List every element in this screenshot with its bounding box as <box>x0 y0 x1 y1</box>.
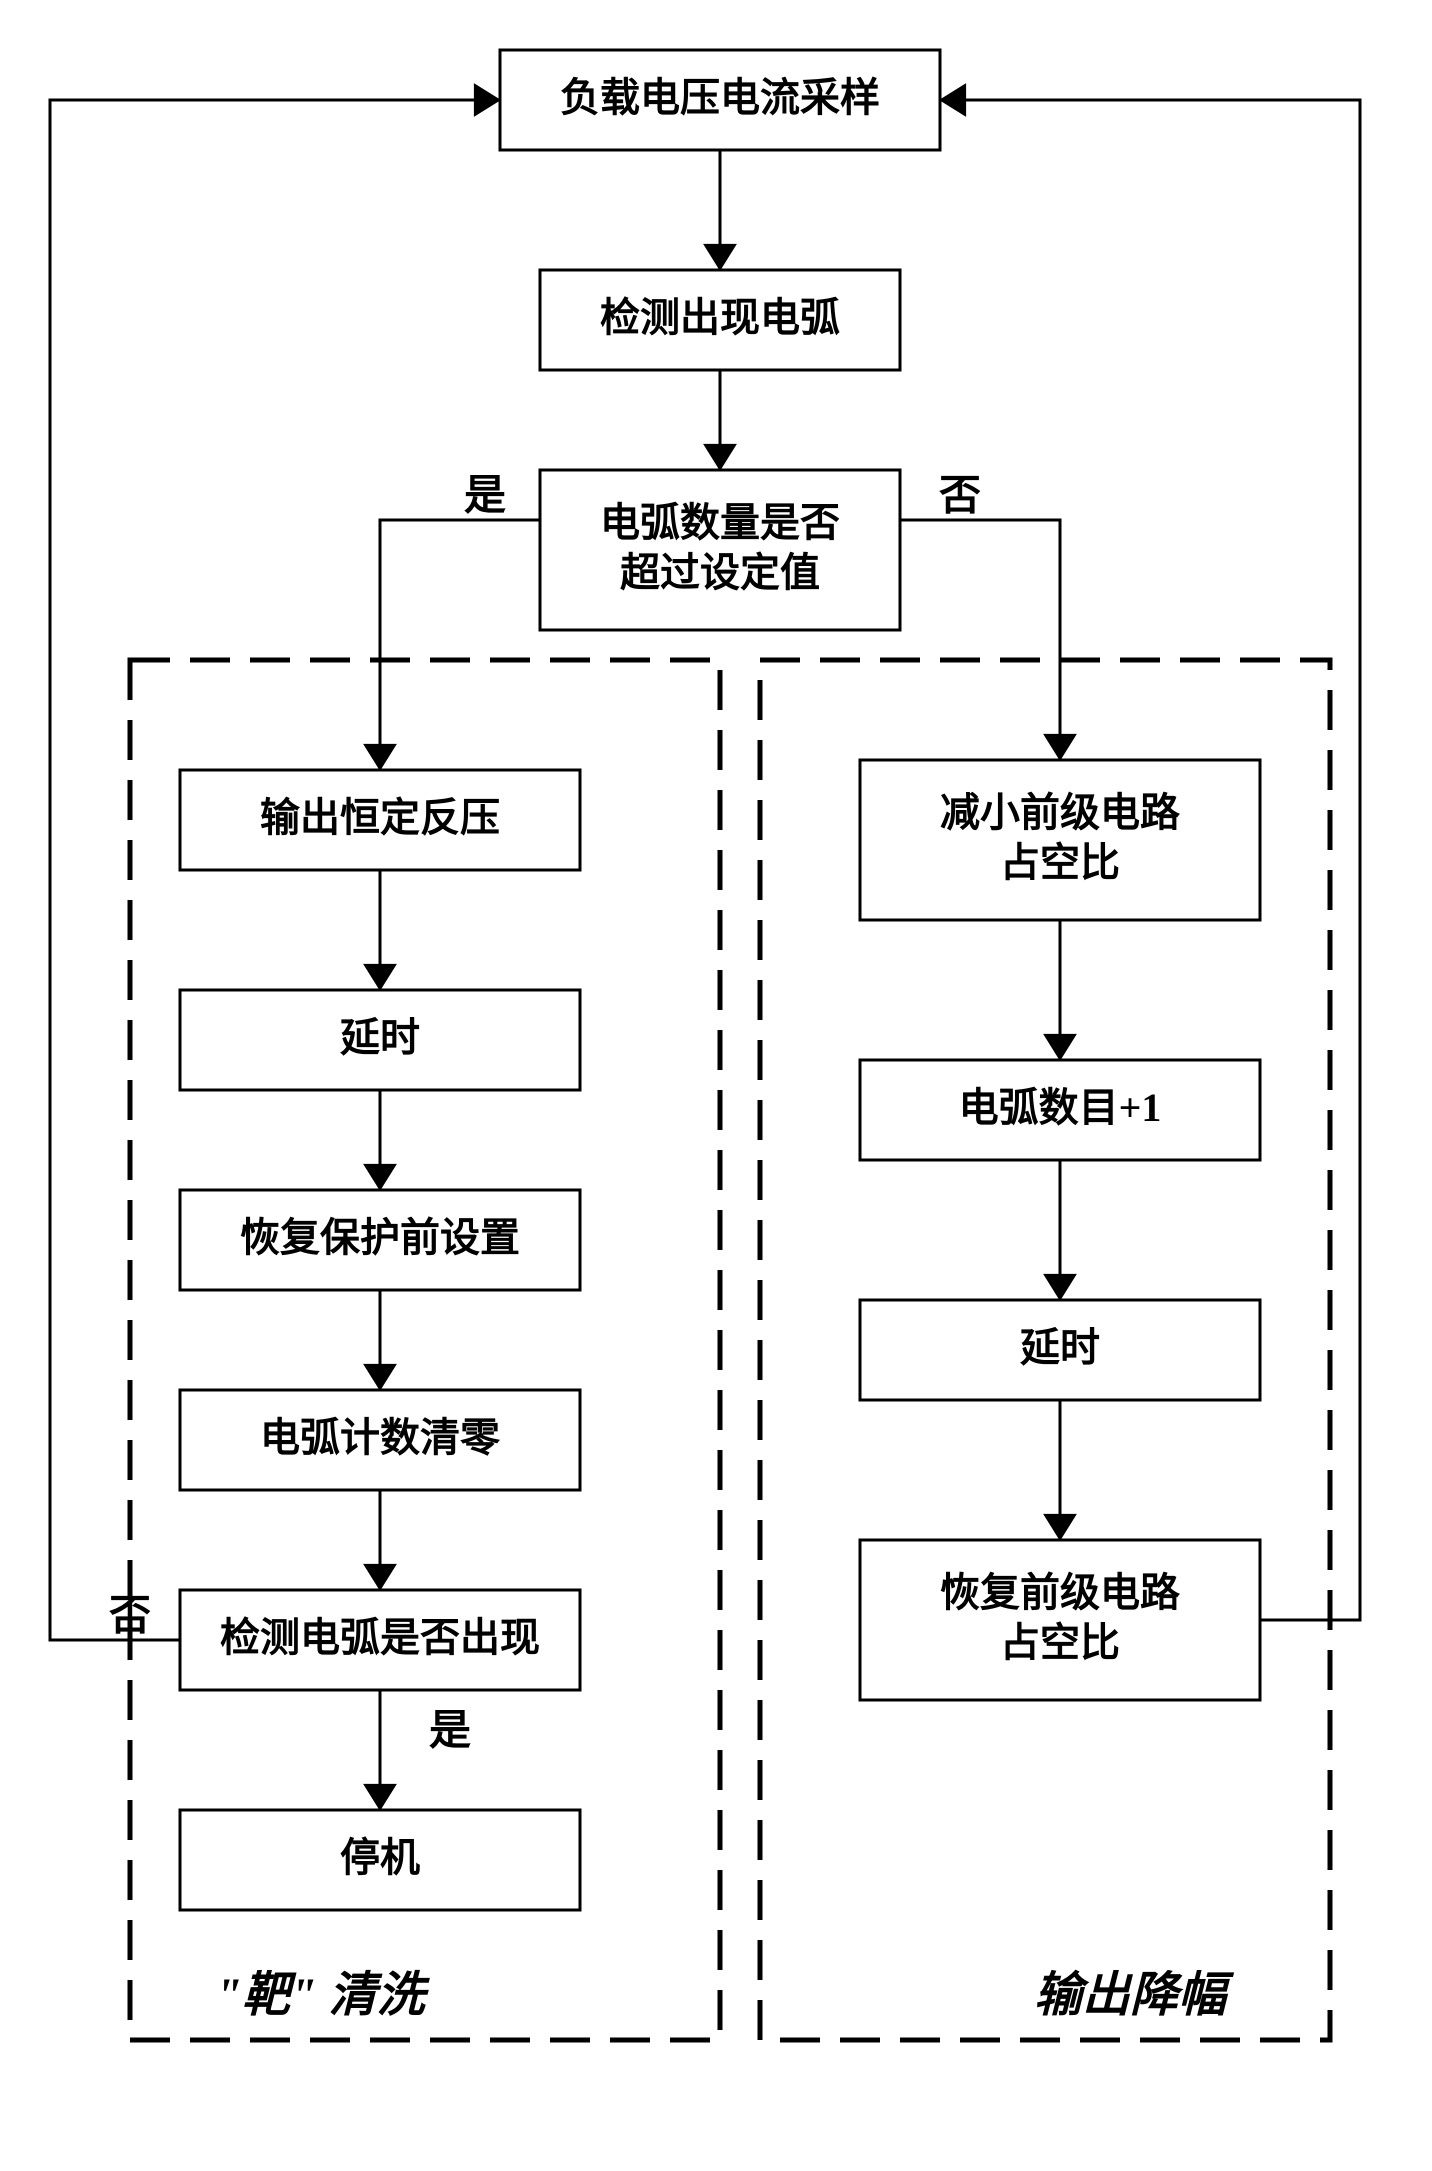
e_l4_l5-arrowhead <box>364 1564 396 1590</box>
e_n3_left-arrowhead <box>364 744 396 770</box>
node-r1: 减小前级电路占空比 <box>860 760 1260 920</box>
e_r3_r4 <box>1044 1400 1076 1540</box>
e_n3_left-line <box>380 520 540 770</box>
region-right-label: 输出降幅 <box>1034 1969 1235 2022</box>
region-left-label: "靶" 清洗 <box>215 1969 430 2022</box>
node-l1-text-0: 输出恒定反压 <box>260 795 500 840</box>
e_n1_n2-arrowhead <box>704 244 736 270</box>
e_l2_l3 <box>364 1090 396 1190</box>
node-n3-text-1: 超过设定值 <box>620 550 820 595</box>
node-n3-text-0: 电弧数量是否 <box>600 500 840 545</box>
e_l5_no-label: 否 <box>109 1594 151 1640</box>
e_r1_r2-arrowhead <box>1044 1034 1076 1060</box>
node-n1: 负载电压电流采样 <box>500 50 940 150</box>
node-l2-text-0: 延时 <box>340 1015 420 1060</box>
node-l4-text-0: 电弧计数清零 <box>260 1415 501 1460</box>
e_n3_right-arrowhead <box>1044 734 1076 760</box>
node-l1: 输出恒定反压 <box>180 770 580 870</box>
e_n3_right-label: 否 <box>939 474 981 520</box>
e_l5_l6-arrowhead <box>364 1784 396 1810</box>
e_l5_l6: 是 <box>364 1690 471 1810</box>
e_l3_l4-arrowhead <box>364 1364 396 1390</box>
node-r3-text-0: 延时 <box>1020 1325 1100 1370</box>
node-r4: 恢复前级电路占空比 <box>860 1540 1260 1700</box>
e_n3_left: 是 <box>364 474 540 770</box>
e_l5_no-arrowhead <box>474 84 500 116</box>
node-r2-text-0: 电弧数目+1 <box>959 1085 1162 1130</box>
node-r3: 延时 <box>860 1300 1260 1400</box>
e_l1_l2-arrowhead <box>364 964 396 990</box>
e_n2_n3 <box>704 370 736 470</box>
node-l5-text-0: 检测电弧是否出现 <box>220 1615 540 1660</box>
node-n2-text-0: 检测出现电弧 <box>600 295 840 340</box>
flowchart-canvas: "靶" 清洗输出降幅是否是否负载电压电流采样检测出现电弧电弧数量是否超过设定值输… <box>0 0 1432 2171</box>
node-l5: 检测电弧是否出现 <box>180 1590 580 1690</box>
node-l4: 电弧计数清零 <box>180 1390 580 1490</box>
node-n1-text-0: 负载电压电流采样 <box>560 75 880 120</box>
e_r4_top-arrowhead <box>940 84 966 116</box>
e_r3_r4-arrowhead <box>1044 1514 1076 1540</box>
e_n3_left-label: 是 <box>464 474 506 520</box>
e_r2_r3 <box>1044 1160 1076 1300</box>
node-r1-text-0: 减小前级电路 <box>940 790 1181 835</box>
node-r2: 电弧数目+1 <box>860 1060 1260 1160</box>
e_r2_r3-arrowhead <box>1044 1274 1076 1300</box>
node-l6: 停机 <box>180 1810 580 1910</box>
e_n3_right: 否 <box>900 474 1076 760</box>
node-r1-text-1: 占空比 <box>1000 840 1120 885</box>
e_l5_l6-label: 是 <box>429 1709 471 1755</box>
e_r1_r2 <box>1044 920 1076 1060</box>
e_l3_l4 <box>364 1290 396 1390</box>
e_l4_l5 <box>364 1490 396 1590</box>
e_n2_n3-arrowhead <box>704 444 736 470</box>
node-n2: 检测出现电弧 <box>540 270 900 370</box>
node-l3: 恢复保护前设置 <box>180 1190 580 1290</box>
node-r4-text-0: 恢复前级电路 <box>940 1570 1181 1615</box>
node-l2: 延时 <box>180 990 580 1090</box>
node-l6-text-0: 停机 <box>340 1835 420 1880</box>
e_l2_l3-arrowhead <box>364 1164 396 1190</box>
e_n1_n2 <box>704 150 736 270</box>
node-n3: 电弧数量是否超过设定值 <box>540 470 900 630</box>
e_n3_right-line <box>900 520 1060 760</box>
e_l1_l2 <box>364 870 396 990</box>
node-l3-text-0: 恢复保护前设置 <box>240 1215 520 1260</box>
node-r4-text-1: 占空比 <box>1000 1620 1120 1665</box>
